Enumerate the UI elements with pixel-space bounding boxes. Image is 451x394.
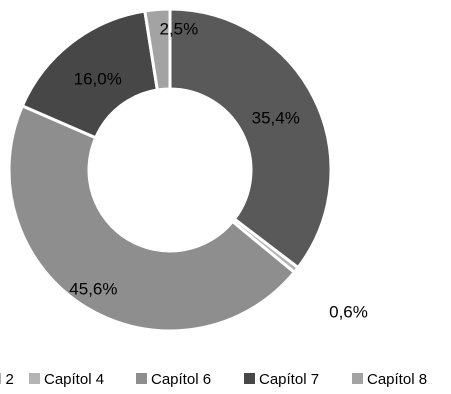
legend-item-4-label: Capítol 7 xyxy=(259,371,319,388)
legend-item-2-label: Capítol 4 xyxy=(44,371,104,388)
slice-cap-tol-8 xyxy=(143,7,172,92)
data-label-cap-tol-4: 0,6% xyxy=(329,303,368,322)
legend: l 2 Capítol 4 Capítol 6 Capítol 7 Capítol 8 xyxy=(0,371,427,388)
legend-item-5-label: Capítol 8 xyxy=(367,371,427,388)
legend-item-4-swatch xyxy=(244,373,255,384)
data-label-cap-tol-8: 2,5% xyxy=(159,19,198,38)
data-label-cap-tol-2: 35,4% xyxy=(252,109,300,128)
slice-cap-tol-7 xyxy=(20,9,160,140)
slice-cap-tol-2 xyxy=(168,7,333,270)
legend-item-1-label: l 2 xyxy=(0,371,14,388)
slice-cap-tol-6 xyxy=(7,103,297,333)
legend-item-2-swatch xyxy=(29,373,40,384)
data-label-cap-tol-7: 16,0% xyxy=(74,70,122,89)
legend-item-3-swatch xyxy=(136,373,147,384)
data-label-cap-tol-6: 45,6% xyxy=(69,280,117,299)
donut-slices xyxy=(7,7,333,333)
data-labels: 35,4% 0,6% 45,6% 16,0% 2,5% xyxy=(69,19,368,321)
legend-item-5-swatch xyxy=(352,373,363,384)
legend-item-3-label: Capítol 6 xyxy=(151,371,211,388)
